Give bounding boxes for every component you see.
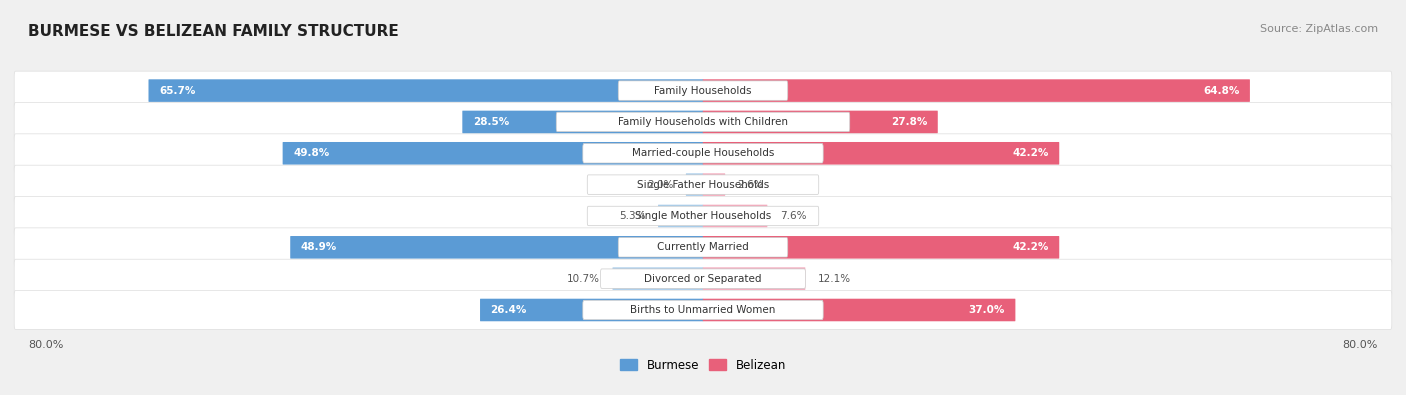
Text: 10.7%: 10.7% <box>567 274 600 284</box>
FancyBboxPatch shape <box>703 205 768 227</box>
FancyBboxPatch shape <box>703 299 1015 321</box>
FancyBboxPatch shape <box>479 299 703 321</box>
Text: Divorced or Separated: Divorced or Separated <box>644 274 762 284</box>
FancyBboxPatch shape <box>583 143 823 163</box>
FancyBboxPatch shape <box>588 175 818 194</box>
Text: 12.1%: 12.1% <box>818 274 851 284</box>
FancyBboxPatch shape <box>283 142 703 165</box>
Text: 37.0%: 37.0% <box>969 305 1005 315</box>
FancyBboxPatch shape <box>463 111 703 133</box>
FancyBboxPatch shape <box>600 269 806 288</box>
Text: 64.8%: 64.8% <box>1204 86 1240 96</box>
Text: Single Mother Households: Single Mother Households <box>636 211 770 221</box>
FancyBboxPatch shape <box>149 79 703 102</box>
Text: 80.0%: 80.0% <box>1343 340 1378 350</box>
Text: 49.8%: 49.8% <box>292 148 329 158</box>
FancyBboxPatch shape <box>588 206 818 226</box>
FancyBboxPatch shape <box>14 102 1392 141</box>
Text: 2.6%: 2.6% <box>738 180 763 190</box>
Text: 42.2%: 42.2% <box>1012 242 1049 252</box>
FancyBboxPatch shape <box>583 300 823 320</box>
FancyBboxPatch shape <box>14 165 1392 204</box>
Text: Married-couple Households: Married-couple Households <box>631 148 775 158</box>
Text: Births to Unmarried Women: Births to Unmarried Women <box>630 305 776 315</box>
Text: Currently Married: Currently Married <box>657 242 749 252</box>
Text: Single Father Households: Single Father Households <box>637 180 769 190</box>
FancyBboxPatch shape <box>290 236 703 259</box>
FancyBboxPatch shape <box>703 173 725 196</box>
Legend: Burmese, Belizean: Burmese, Belizean <box>614 354 792 376</box>
FancyBboxPatch shape <box>14 291 1392 329</box>
Text: Source: ZipAtlas.com: Source: ZipAtlas.com <box>1260 24 1378 34</box>
FancyBboxPatch shape <box>619 81 787 100</box>
FancyBboxPatch shape <box>703 267 806 290</box>
FancyBboxPatch shape <box>14 259 1392 298</box>
FancyBboxPatch shape <box>703 79 1250 102</box>
FancyBboxPatch shape <box>613 267 703 290</box>
FancyBboxPatch shape <box>658 205 703 227</box>
Text: 28.5%: 28.5% <box>472 117 509 127</box>
FancyBboxPatch shape <box>686 173 703 196</box>
FancyBboxPatch shape <box>14 197 1392 235</box>
Text: 80.0%: 80.0% <box>28 340 63 350</box>
Text: Family Households: Family Households <box>654 86 752 96</box>
Text: Family Households with Children: Family Households with Children <box>619 117 787 127</box>
Text: 7.6%: 7.6% <box>780 211 806 221</box>
Text: 2.0%: 2.0% <box>647 180 673 190</box>
FancyBboxPatch shape <box>703 142 1059 165</box>
Text: BURMESE VS BELIZEAN FAMILY STRUCTURE: BURMESE VS BELIZEAN FAMILY STRUCTURE <box>28 24 399 39</box>
FancyBboxPatch shape <box>557 112 849 132</box>
FancyBboxPatch shape <box>703 236 1059 259</box>
FancyBboxPatch shape <box>619 237 787 257</box>
FancyBboxPatch shape <box>14 134 1392 173</box>
Text: 26.4%: 26.4% <box>491 305 527 315</box>
FancyBboxPatch shape <box>703 111 938 133</box>
Text: 65.7%: 65.7% <box>159 86 195 96</box>
FancyBboxPatch shape <box>14 228 1392 267</box>
FancyBboxPatch shape <box>14 71 1392 110</box>
Text: 42.2%: 42.2% <box>1012 148 1049 158</box>
Text: 27.8%: 27.8% <box>891 117 928 127</box>
Text: 48.9%: 48.9% <box>301 242 337 252</box>
Text: 5.3%: 5.3% <box>619 211 645 221</box>
